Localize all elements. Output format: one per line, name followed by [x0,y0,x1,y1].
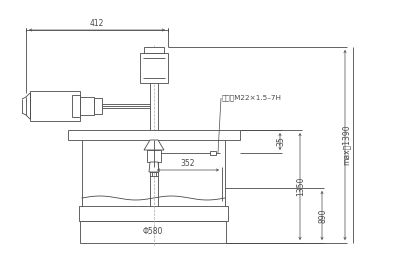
Bar [79,206,228,221]
Bar [30,91,80,121]
Text: 352: 352 [181,159,195,168]
Bar [210,151,216,155]
Text: 412: 412 [90,20,104,28]
Text: 1350: 1350 [297,177,306,196]
Bar [80,97,94,115]
Text: max＝1390: max＝1390 [341,125,350,165]
Bar [147,150,161,162]
Text: 35: 35 [277,137,286,146]
Polygon shape [149,162,159,172]
Bar [68,130,240,140]
Text: Φ580: Φ580 [143,228,163,237]
Polygon shape [144,140,164,150]
Bar [140,53,168,83]
Bar [94,98,102,114]
Bar [72,95,80,117]
Text: 出油口M22×1.5–7H: 出油口M22×1.5–7H [222,95,282,101]
Text: 890: 890 [319,208,328,223]
Bar [80,221,226,243]
Bar [144,47,164,53]
